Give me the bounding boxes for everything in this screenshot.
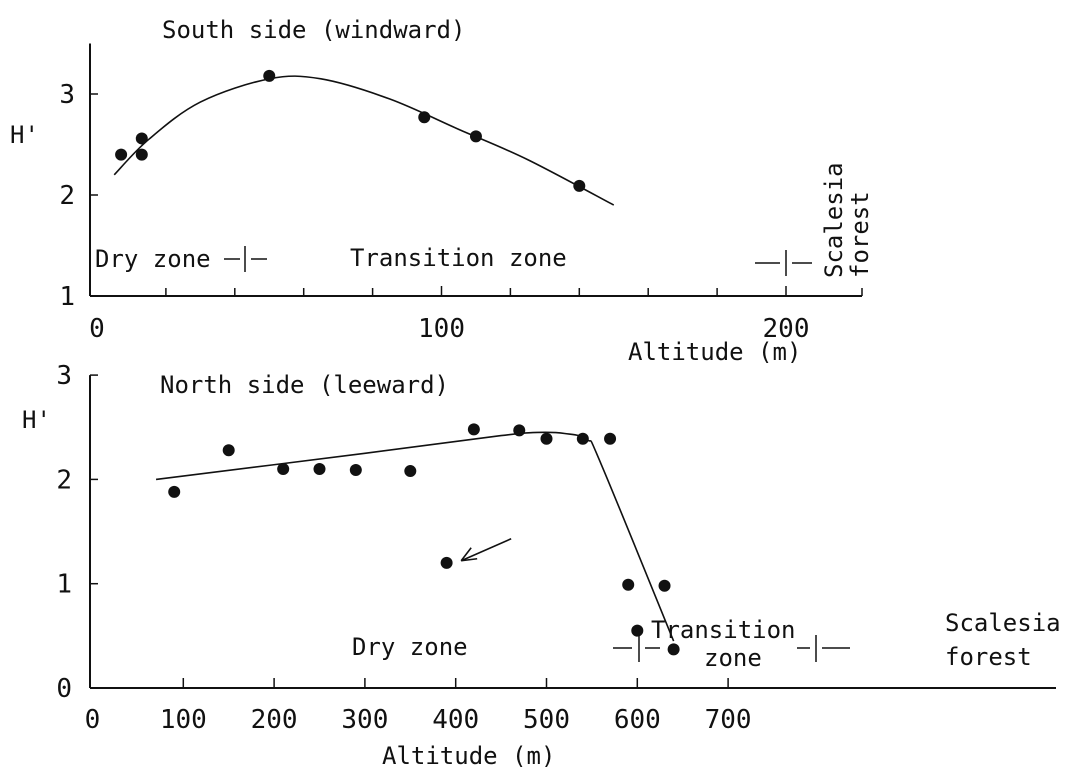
chart-north-side: North side (leeward) H' Altitude (m) 0 10… [22, 361, 1061, 770]
y-tick-label: 1 [56, 570, 72, 600]
y-tick-label: 1 [59, 282, 75, 312]
zone-label-forest: Scalesia forest [820, 162, 874, 278]
fit-curve [113, 75, 615, 206]
y-tick-label: 2 [56, 465, 72, 495]
x-tick-label: 0 [85, 705, 101, 735]
data-point [135, 148, 148, 161]
data-point [277, 462, 290, 475]
data-point [469, 130, 482, 143]
data-points [115, 69, 586, 192]
zone-label-forest-line2: forest [846, 191, 874, 278]
x-tick-label: 200 [251, 705, 298, 735]
zone-label-transition-line1: Transition [651, 616, 796, 644]
data-point [168, 485, 181, 498]
zone-label-forest-line1: Scalesia [945, 609, 1061, 637]
data-points [168, 423, 680, 656]
x-tick-label: 400 [432, 705, 479, 735]
x-tick-label: 100 [418, 314, 465, 344]
y-tick-label: 0 [56, 674, 72, 704]
y-axis-label: H' [10, 121, 39, 149]
zone-boundary-marker [224, 246, 267, 272]
data-point [573, 179, 586, 192]
zone-boundary-marker [613, 635, 660, 662]
fit-curve-line [155, 431, 675, 642]
data-point [667, 643, 680, 656]
x-axis-label: Altitude (m) [628, 338, 801, 366]
axes: 0 100 200 300 400 500 600 700 0 1 2 3 [56, 361, 1056, 735]
arrow-head [460, 547, 478, 562]
data-point [631, 624, 644, 637]
y-axis-label: H' [22, 406, 51, 434]
data-point [313, 462, 326, 475]
data-point [404, 465, 417, 478]
y-tick-label: 3 [59, 80, 75, 110]
data-point [440, 556, 453, 569]
data-point [576, 432, 589, 445]
x-tick-label: 600 [614, 705, 661, 735]
x-tick-label: 700 [705, 705, 752, 735]
x-tick-label: 200 [763, 314, 810, 344]
data-point [135, 132, 148, 145]
data-point [263, 69, 276, 82]
x-axis-label: Altitude (m) [382, 742, 555, 770]
axes: 0 100 200 1 2 3 [59, 43, 863, 344]
zone-label-forest-line2: forest [945, 643, 1032, 671]
data-point [604, 432, 617, 445]
x-tick-label: 0 [89, 314, 105, 344]
zone-boundary-marker [755, 250, 812, 276]
zone-label-transition: Transition zone [350, 244, 567, 272]
data-point [540, 432, 553, 445]
data-point [513, 424, 526, 437]
arrow-shaft [460, 538, 512, 562]
data-point [349, 464, 362, 477]
fit-curve [155, 431, 675, 642]
x-tick-label: 500 [523, 705, 570, 735]
zone-label-dry: Dry zone [95, 245, 211, 273]
data-point [622, 578, 635, 591]
fit-curve-line [113, 75, 615, 206]
data-point [115, 148, 128, 161]
zone-label-transition-line2: zone [704, 644, 762, 672]
chart-title: North side (leeward) [160, 371, 449, 399]
arrow-annotation [460, 538, 512, 562]
zone-boundary-marker [797, 635, 850, 662]
y-tick-label: 3 [56, 361, 72, 391]
y-tick-label: 2 [59, 181, 75, 211]
zone-label-forest-line1: Scalesia [820, 162, 848, 278]
zone-label-dry: Dry zone [352, 633, 468, 661]
chart-title: South side (windward) [162, 16, 465, 44]
data-point [418, 111, 431, 124]
x-tick-label: 100 [160, 705, 207, 735]
x-tick-label: 300 [341, 705, 388, 735]
data-point [222, 444, 235, 457]
data-point [658, 579, 671, 592]
data-point [467, 423, 480, 436]
